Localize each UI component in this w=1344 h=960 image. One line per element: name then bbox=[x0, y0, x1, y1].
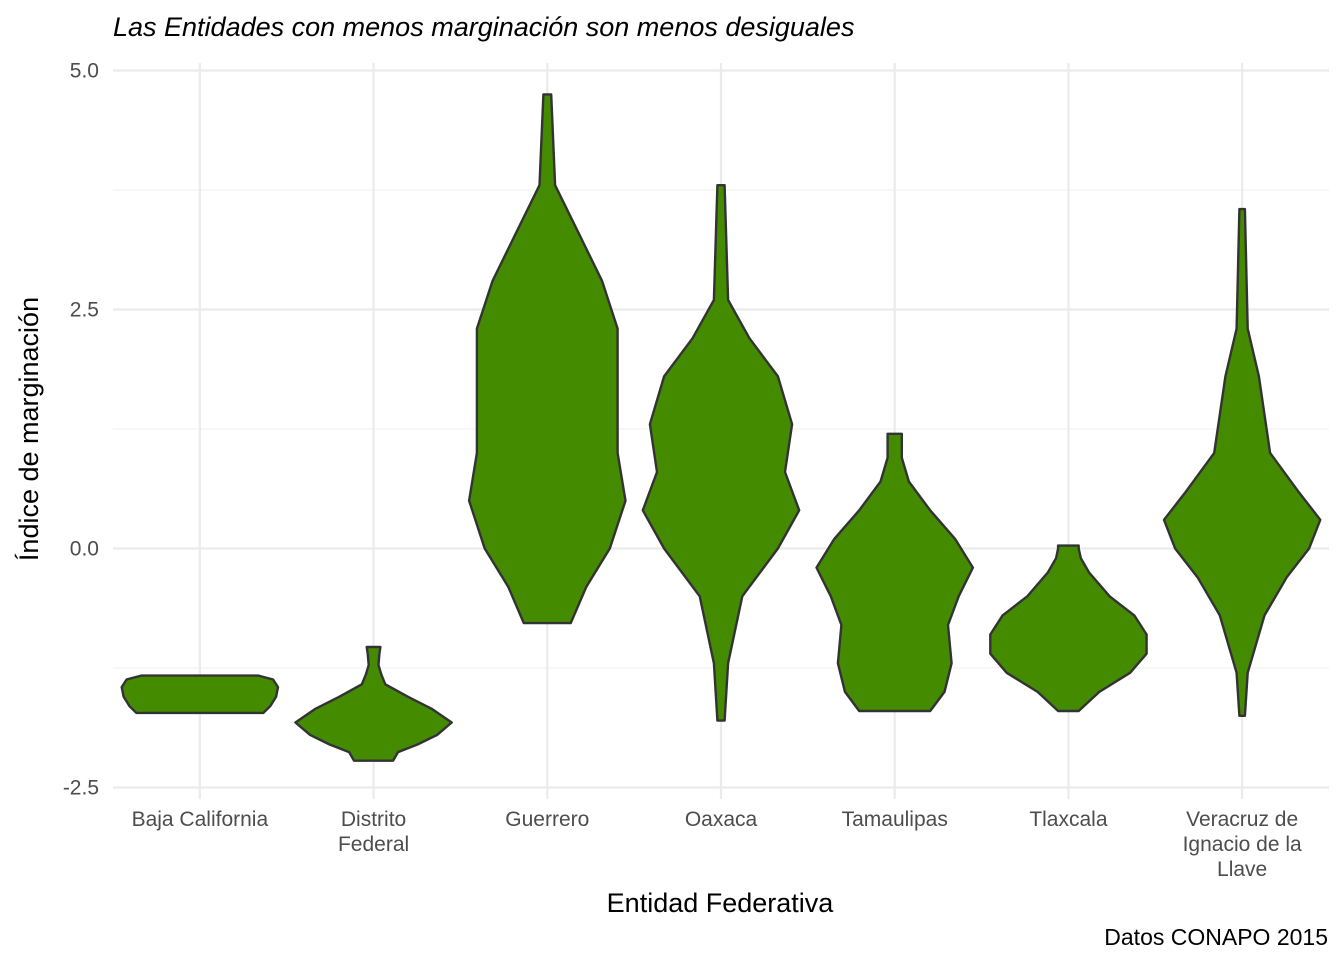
x-tick-label: Guerrero bbox=[505, 808, 589, 831]
x-tick-label: Baja California bbox=[132, 808, 269, 831]
violin-tamaulipas bbox=[815, 432, 975, 713]
violin-oaxaca bbox=[641, 184, 801, 722]
x-axis-title: Entidad Federativa bbox=[607, 888, 835, 918]
violin-distrito-federal bbox=[294, 645, 453, 762]
x-tick-label: Oaxaca bbox=[685, 808, 758, 831]
y-tick-label: -2.5 bbox=[63, 777, 99, 800]
x-tick-label: Tamaulipas bbox=[842, 808, 948, 831]
chart-title: Las Entidades con menos marginación son … bbox=[113, 12, 854, 42]
violin-tlaxcala bbox=[989, 544, 1148, 713]
y-axis-title: Índice de marginación bbox=[14, 297, 44, 561]
y-axis: -2.5 0.0 2.5 5.0 bbox=[63, 60, 99, 800]
violins bbox=[120, 93, 1322, 762]
y-tick-label: 2.5 bbox=[70, 299, 99, 322]
caption: Datos CONAPO 2015 bbox=[1104, 924, 1328, 950]
violin-veracruz-de-ignacio-de-la-llave bbox=[1162, 207, 1322, 717]
y-tick-label: 0.0 bbox=[70, 538, 99, 561]
x-tick-label: Tlaxcala bbox=[1029, 808, 1108, 831]
x-tick-label: Veracruz de Ignacio de la Llave bbox=[1183, 808, 1302, 881]
x-tick-label: Distrito Federal bbox=[338, 808, 409, 856]
x-axis: Baja California Distrito Federal Guerrero Oa… bbox=[132, 808, 1302, 881]
violin-baja-california bbox=[120, 674, 280, 715]
y-tick-label: 5.0 bbox=[70, 60, 99, 83]
violin-guerrero bbox=[467, 93, 627, 625]
